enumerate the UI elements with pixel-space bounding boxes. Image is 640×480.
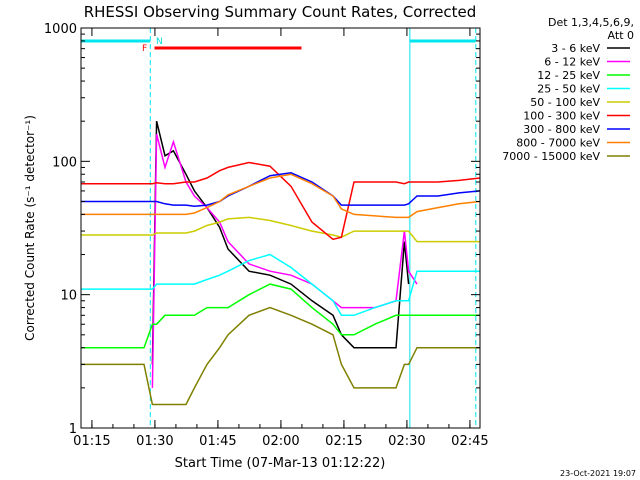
series-line-0 [151, 121, 410, 365]
legend-header-line-2: Att 0 [608, 29, 634, 42]
x-tick-label-1: 01:30 [136, 434, 173, 449]
date-stamp: 23-Oct-2021 19:07 [560, 469, 636, 478]
y-tick-label-1: 10 [60, 289, 77, 304]
legend-label-6: 300 - 800 keV [523, 123, 600, 136]
legend-label-8: 7000 - 15000 keV [502, 150, 600, 163]
chart-title: RHESSI Observing Summary Count Rates, Co… [84, 3, 477, 21]
series-line-8 [81, 306, 480, 406]
legend-label-7: 800 - 7000 keV [516, 137, 600, 150]
series-line-2 [81, 283, 480, 349]
y-tick-label-3: 1000 [44, 22, 77, 37]
series-line-6 [81, 172, 481, 208]
y-tick-label-0: 1 [69, 422, 77, 437]
x-tick-label-3: 02:00 [262, 434, 299, 449]
y-axis-label: Corrected Count Rate (s⁻¹ detector⁻¹) [23, 115, 37, 341]
legend-label-2: 12 - 25 keV [537, 69, 600, 82]
x-tick-label-2: 01:45 [199, 434, 236, 449]
x-tick-label-6: 02:45 [451, 434, 488, 449]
legend-header-line-1: Det 1,3,4,5,6,9, [548, 16, 634, 29]
flag-label-f: F [142, 44, 147, 54]
legend-label-1: 6 - 12 keV [544, 56, 600, 69]
series-line-3 [81, 253, 480, 317]
x-tick-label-5: 02:30 [388, 434, 425, 449]
series-line-4 [81, 216, 480, 243]
legend-label-3: 25 - 50 keV [537, 83, 600, 96]
x-tick-label-0: 01:15 [73, 434, 110, 449]
x-axis-label: Start Time (07-Mar-13 01:12:22) [175, 456, 386, 471]
legend-label-5: 100 - 300 keV [523, 110, 600, 123]
plot-layer: FN [80, 28, 481, 428]
y-tick-label-2: 100 [52, 155, 77, 170]
flag-label-n: N [156, 37, 163, 47]
series-line-5 [81, 161, 481, 241]
legend-label-4: 50 - 100 keV [530, 96, 600, 109]
legend-label-0: 3 - 6 keV [551, 42, 600, 55]
x-tick-label-4: 02:15 [325, 434, 362, 449]
series-line-7 [81, 173, 481, 219]
